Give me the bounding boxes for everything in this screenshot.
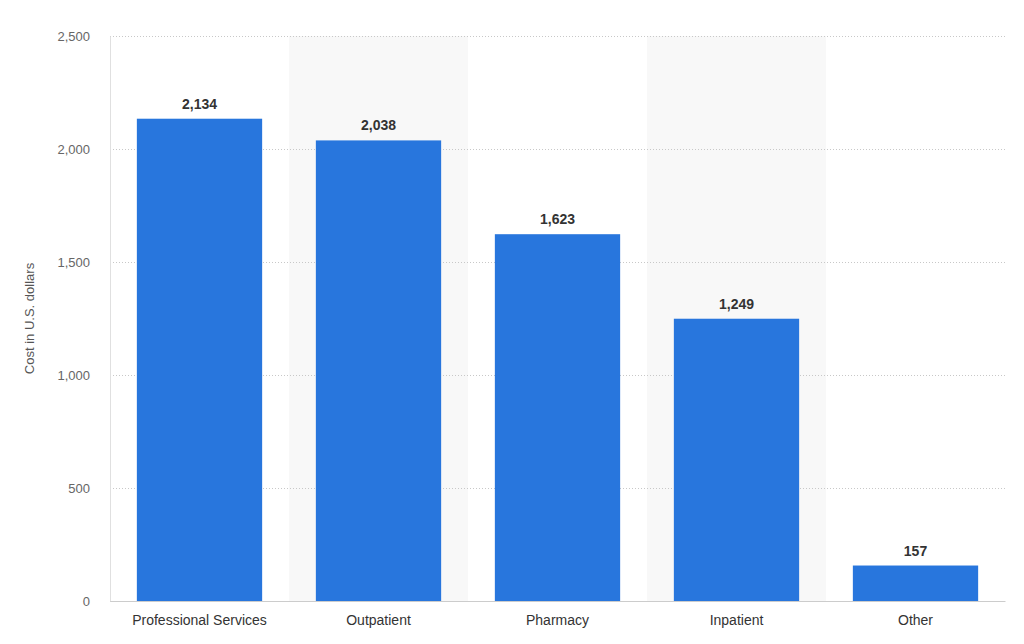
y-tick: 0 bbox=[83, 594, 110, 609]
bar bbox=[316, 140, 441, 601]
y-tick: 1,000 bbox=[57, 368, 110, 383]
grid-line bbox=[110, 36, 1005, 37]
y-axis-line bbox=[110, 37, 111, 602]
bar bbox=[495, 234, 620, 601]
y-tick-label: 2,500 bbox=[57, 29, 90, 44]
bar bbox=[674, 319, 799, 601]
x-tick-label: Outpatient bbox=[346, 612, 411, 628]
column-band bbox=[289, 36, 468, 601]
grid-line bbox=[110, 601, 1005, 602]
data-label: 1,623 bbox=[540, 211, 575, 227]
y-tick: 1,500 bbox=[57, 255, 110, 270]
data-label: 1,249 bbox=[719, 296, 754, 312]
y-tick: 2,000 bbox=[57, 142, 110, 157]
column-band bbox=[647, 36, 826, 601]
grid bbox=[110, 37, 1005, 602]
x-tick-label: Pharmacy bbox=[526, 612, 589, 628]
x-axis-line bbox=[111, 601, 1006, 602]
bars bbox=[137, 119, 978, 601]
x-tick: Inpatient bbox=[710, 612, 764, 628]
x-tick-label: Other bbox=[898, 612, 933, 628]
chart: 0 500 1,000 1,500 2,000 2,500 Professional Ser… bbox=[0, 0, 1024, 644]
y-tick: 500 bbox=[68, 481, 110, 496]
bar bbox=[137, 119, 262, 601]
data-label: 2,134 bbox=[182, 96, 217, 112]
x-tick: Pharmacy bbox=[526, 612, 589, 628]
y-tick-label: 1,500 bbox=[57, 255, 90, 270]
y-tick: 2,500 bbox=[57, 29, 110, 44]
x-tick: Other bbox=[898, 612, 933, 628]
x-tick-label: Inpatient bbox=[710, 612, 764, 628]
column-shading bbox=[289, 36, 826, 601]
x-tick: Professional Services bbox=[132, 612, 267, 628]
y-tick-label: 0 bbox=[83, 594, 90, 609]
x-tick: Outpatient bbox=[346, 612, 411, 628]
x-axis: Professional Services Outpatient Pharmacy I… bbox=[111, 602, 1006, 628]
x-tick-label: Professional Services bbox=[132, 612, 267, 628]
y-tick-label: 500 bbox=[68, 481, 90, 496]
data-label: 157 bbox=[904, 543, 928, 559]
data-label: 2,038 bbox=[361, 117, 396, 133]
y-axis: 0 500 1,000 1,500 2,000 2,500 bbox=[57, 29, 110, 609]
y-tick-label: 2,000 bbox=[57, 142, 90, 157]
bar bbox=[853, 566, 978, 601]
y-axis-title: Cost in U.S. dollars bbox=[22, 262, 37, 374]
y-tick-label: 1,000 bbox=[57, 368, 90, 383]
data-labels: 2,134 2,038 1,623 1,249 157 bbox=[182, 96, 927, 559]
